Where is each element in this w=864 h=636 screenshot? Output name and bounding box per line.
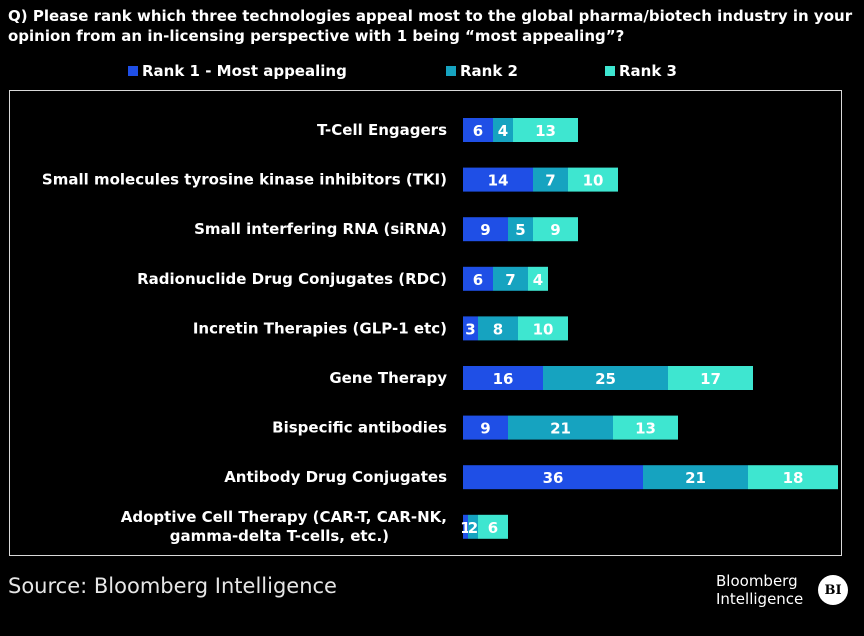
data-label: 6: [473, 122, 483, 140]
data-label: 13: [635, 420, 656, 438]
bar-segment-rank3: [613, 415, 678, 440]
category-label: Bispecific antibodies: [272, 419, 447, 437]
bar-segment-rank2: [508, 415, 613, 440]
legend-swatch-rank3: [605, 66, 615, 76]
data-label: 7: [545, 172, 555, 190]
bar-segment-rank3: [518, 316, 568, 341]
bar-segment-rank3: [478, 514, 508, 539]
legend-item-rank3: Rank 3: [605, 62, 677, 80]
bar-segment-rank2: [493, 266, 528, 291]
data-label: 21: [550, 420, 571, 438]
bar-segment-rank3: [668, 366, 753, 390]
data-label: 10: [583, 172, 604, 190]
data-label: 4: [533, 271, 543, 289]
bar-segment-rank3: [568, 167, 618, 192]
data-label: 3: [465, 320, 475, 338]
bar-segment-rank1: [463, 465, 643, 490]
data-label: 2: [468, 519, 478, 537]
bar-segment-rank2: [508, 217, 533, 242]
data-label: 18: [783, 469, 804, 487]
data-label: 9: [480, 420, 490, 438]
category-label: Radionuclide Drug Conjugates (RDC): [137, 270, 447, 288]
data-label: 16: [493, 370, 514, 388]
data-label: 21: [685, 469, 706, 487]
data-label: 9: [480, 221, 490, 239]
legend-swatch-rank2: [446, 66, 456, 76]
data-label: 5: [515, 221, 525, 239]
data-label: 14: [488, 172, 509, 190]
plot-frame: [9, 90, 842, 556]
category-label: T-Cell Engagers: [317, 121, 447, 139]
data-label: 6: [473, 271, 483, 289]
data-label: 25: [595, 370, 616, 388]
data-label: 1: [460, 519, 470, 537]
legend-label-rank1: Rank 1 - Most appealing: [142, 62, 347, 80]
bar-segment-rank2: [543, 366, 668, 390]
bar-segment-rank1: [463, 415, 508, 440]
legend-label-rank2: Rank 2: [460, 62, 518, 80]
category-label: Antibody Drug Conjugates: [224, 468, 447, 486]
bar-segment-rank1: [463, 167, 533, 192]
legend: Rank 1 - Most appealing Rank 2 Rank 3: [0, 62, 864, 82]
bar-segment-rank1: [463, 217, 508, 242]
data-label: 17: [700, 370, 721, 388]
bar-segment-rank1: [463, 118, 493, 142]
category-label: Small molecules tyrosine kinase inhibito…: [42, 171, 447, 189]
bar-segment-rank3: [528, 266, 548, 291]
bloomberg-intelligence-brand: Bloomberg Intelligence: [716, 572, 816, 608]
category-label: Gene Therapy: [329, 369, 447, 387]
data-label: 4: [498, 122, 508, 140]
data-label: 10: [533, 320, 554, 338]
bar-segment-rank2: [643, 465, 748, 490]
bar-segment-rank1: [463, 316, 478, 341]
data-label: 6: [488, 519, 498, 537]
chart-title: Q) Please rank which three technologies …: [8, 7, 853, 45]
category-label: Incretin Therapies (GLP-1 etc): [193, 319, 447, 337]
bar-segment-rank3: [748, 465, 838, 490]
bar-segment-rank2: [533, 167, 568, 192]
source-note: Source: Bloomberg Intelligence: [8, 574, 337, 598]
data-label: 7: [505, 271, 515, 289]
data-label: 9: [550, 221, 560, 239]
data-label: 13: [535, 122, 556, 140]
legend-item-rank2: Rank 2: [446, 62, 518, 80]
bar-segment-rank2: [478, 316, 518, 341]
bi-logo-icon: BI: [818, 575, 848, 605]
bar-segment-rank3: [513, 118, 578, 142]
category-label: Small interfering RNA (siRNA): [194, 220, 447, 238]
data-label: 36: [543, 469, 564, 487]
data-label: 8: [493, 320, 503, 338]
bar-segment-rank2: [493, 118, 513, 142]
legend-item-rank1: Rank 1 - Most appealing: [128, 62, 347, 80]
bar-segment-rank3: [533, 217, 578, 242]
legend-label-rank3: Rank 3: [619, 62, 677, 80]
bar-segment-rank2: [468, 514, 478, 539]
bar-segment-rank1: [463, 266, 493, 291]
brand-line-1: Bloomberg: [716, 572, 798, 590]
category-label: Adoptive Cell Therapy (CAR-T, CAR-NK, gam…: [121, 508, 447, 545]
legend-swatch-rank1: [128, 66, 138, 76]
bar-segment-rank1: [463, 514, 468, 539]
bar-segment-rank1: [463, 366, 543, 390]
brand-line-2: Intelligence: [716, 590, 804, 608]
